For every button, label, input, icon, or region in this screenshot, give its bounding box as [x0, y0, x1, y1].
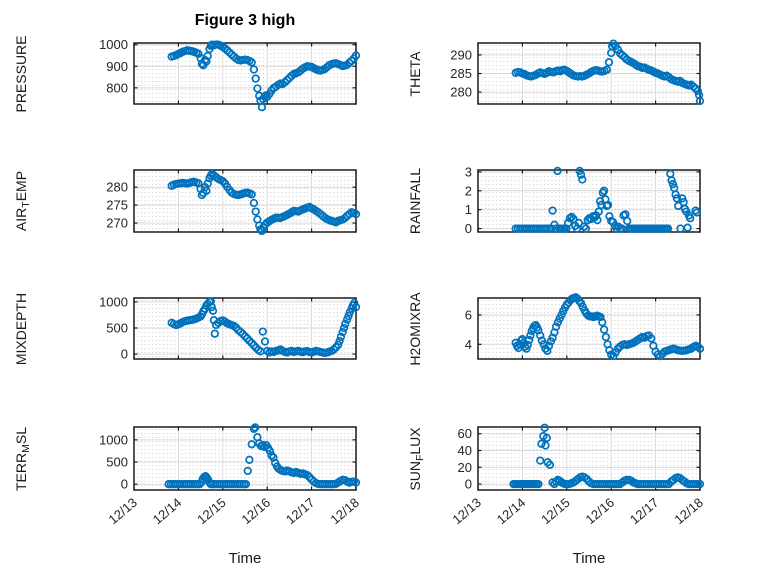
svg-text:270: 270	[106, 216, 128, 231]
minor-grid	[137, 429, 353, 489]
svg-text:1000: 1000	[99, 294, 128, 309]
axes-box	[477, 426, 701, 491]
svg-text:500: 500	[106, 455, 128, 470]
data-points	[164, 423, 361, 489]
svg-text:500: 500	[106, 320, 128, 335]
subplot-theta: 280 285 290	[450, 39, 705, 106]
svg-text:12/18: 12/18	[327, 495, 362, 527]
svg-text:900: 900	[106, 59, 128, 74]
y-tick-labels: 280 285 290	[450, 47, 472, 99]
svg-text:12/13: 12/13	[105, 495, 140, 527]
svg-text:2: 2	[465, 183, 472, 198]
y-tick-labels: 0 500 1000	[99, 294, 128, 361]
svg-text:1: 1	[465, 202, 472, 217]
svg-text:40: 40	[458, 443, 472, 458]
data-points	[511, 39, 705, 106]
svg-text:280: 280	[106, 180, 128, 195]
y-tick-labels: 46	[465, 307, 472, 351]
svg-text:6: 6	[465, 307, 472, 322]
axes-box	[477, 169, 701, 233]
major-grid	[134, 427, 356, 490]
subplot-h2omixra: 46	[465, 293, 705, 361]
svg-text:0: 0	[121, 347, 128, 362]
subplot-pressure: 800 900 1000	[99, 37, 361, 112]
y-tick-labels: 800 900 1000	[99, 37, 128, 95]
y-tick-labels: 270 275 280	[106, 180, 128, 231]
svg-text:0: 0	[465, 221, 472, 236]
subplot-sun-flux: 0 20 40 60 12/13 12/14 12/15 12/16 12/17 12/18	[449, 423, 706, 527]
svg-text:280: 280	[450, 85, 472, 100]
svg-text:1000: 1000	[99, 432, 128, 447]
y-tick-labels: 0 1 2 3	[465, 164, 472, 236]
minor-grid	[137, 45, 353, 103]
svg-text:290: 290	[450, 47, 472, 62]
svg-text:12/17: 12/17	[627, 495, 662, 527]
data-points	[167, 169, 361, 236]
minor-grid	[137, 172, 353, 231]
y-tick-labels: 0 500 1000	[99, 432, 128, 491]
y-tick-labels: 0 20 40 60	[458, 426, 472, 491]
svg-text:4: 4	[465, 337, 472, 352]
svg-text:12/14: 12/14	[494, 495, 529, 527]
svg-text:0: 0	[121, 477, 128, 492]
axes-box	[133, 426, 357, 491]
data-points	[167, 297, 361, 358]
svg-text:12/15: 12/15	[194, 495, 229, 527]
svg-text:12/15: 12/15	[538, 495, 573, 527]
subplot-air-temp: 270 275 280	[106, 169, 361, 236]
svg-text:12/13: 12/13	[449, 495, 484, 527]
svg-text:0: 0	[465, 477, 472, 492]
subplot-terr-msl: 0 500 1000 12/13 12/14 12/15 12/16 12/17 12/18	[99, 423, 362, 527]
tick-marks	[133, 43, 357, 104]
xlabel-right-time: Time	[572, 550, 606, 567]
svg-text:1000: 1000	[99, 37, 128, 52]
subplot-mixdepth: 0 500 1000	[99, 294, 361, 362]
svg-text:12/18: 12/18	[671, 495, 706, 527]
svg-text:285: 285	[450, 66, 472, 81]
data-points	[167, 40, 361, 112]
svg-text:12/16: 12/16	[239, 495, 274, 527]
tick-marks	[133, 298, 357, 359]
svg-text:60: 60	[458, 426, 472, 441]
x-tick-labels: 12/13 12/14 12/15 12/16 12/17 12/18	[105, 495, 362, 527]
svg-text:12/14: 12/14	[150, 495, 185, 527]
subplot-rainfall: 0 1 2 3	[465, 164, 702, 236]
figure-title: Figure 3 high	[194, 12, 296, 29]
axes-box	[133, 169, 357, 233]
xlabel-left-time: Time	[228, 550, 262, 567]
tick-marks	[133, 170, 357, 232]
svg-text:20: 20	[458, 460, 472, 475]
svg-text:800: 800	[106, 80, 128, 95]
axes-box	[477, 297, 701, 360]
axes-box	[133, 42, 357, 105]
data-points	[511, 293, 705, 361]
x-tick-labels: 12/13 12/14 12/15 12/16 12/17 12/18	[449, 495, 706, 527]
svg-text:12/16: 12/16	[583, 495, 618, 527]
svg-text:12/17: 12/17	[283, 495, 318, 527]
data-points	[509, 423, 705, 489]
data-points	[511, 166, 702, 233]
svg-text:275: 275	[106, 198, 128, 213]
svg-text:3: 3	[465, 164, 472, 179]
